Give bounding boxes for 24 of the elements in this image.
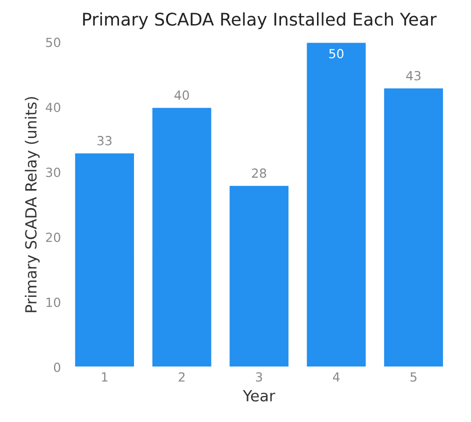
bar	[150, 106, 213, 368]
data-label: 33	[98, 136, 112, 146]
bar	[228, 184, 290, 368]
data-label: 28	[252, 168, 266, 178]
bar	[305, 42, 368, 368]
bar	[382, 86, 444, 368]
y-tick-label: 30	[46, 168, 60, 178]
x-tick-label: 3	[256, 372, 262, 382]
y-tick-label: 50	[46, 38, 60, 48]
x-tick-label: 5	[410, 372, 416, 382]
chart-title: Primary SCADA Relay Installed Each Year	[83, 12, 437, 30]
y-tick-label: 40	[46, 102, 60, 112]
x-tick-label: 2	[178, 372, 185, 382]
data-label: 50	[329, 48, 344, 58]
y-tick-label: 0	[54, 362, 60, 372]
data-label: 43	[406, 70, 420, 80]
x-tick-label: 4	[332, 372, 340, 382]
x-axis-title: Year	[242, 390, 276, 402]
y-tick-label: 10	[46, 298, 60, 308]
y-tick-label: 20	[46, 232, 60, 242]
bar	[74, 152, 136, 368]
x-tick-label: 1	[102, 372, 108, 382]
data-label: 40	[174, 90, 189, 100]
y-axis-title: Primary SCADA Relay (units)	[24, 97, 40, 312]
